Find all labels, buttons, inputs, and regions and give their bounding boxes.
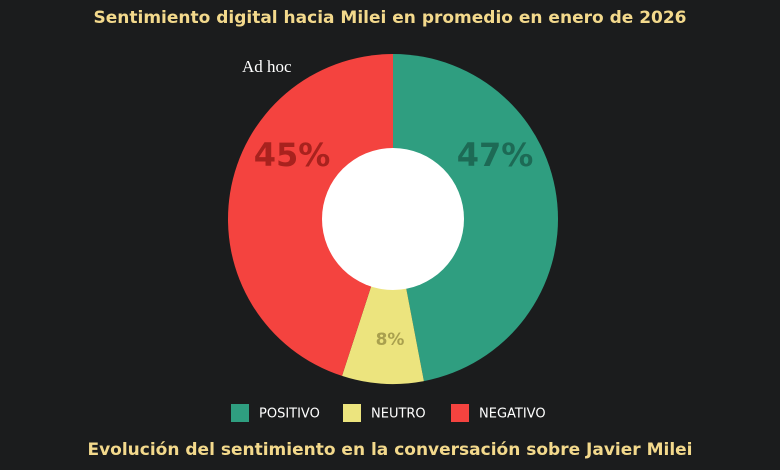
legend-label: NEUTRO xyxy=(371,407,426,422)
value-label: 8% xyxy=(376,330,405,350)
chart-subtitle: Evolución del sentimiento en la conversa… xyxy=(87,440,692,460)
value-label: 47% xyxy=(457,136,534,174)
legend-label: NEGATIVO xyxy=(479,407,546,422)
slice xyxy=(228,54,393,376)
legend-label: POSITIVO xyxy=(259,407,320,422)
value-label: 45% xyxy=(254,136,331,174)
legend-swatch xyxy=(451,404,469,422)
donut-hole xyxy=(322,148,464,290)
slice xyxy=(342,219,424,384)
legend-swatch xyxy=(231,404,249,422)
brand: Ad hoc xyxy=(242,57,292,76)
slice xyxy=(393,54,558,382)
chart-title: Sentimiento digital hacia Milei en prome… xyxy=(93,8,686,28)
legend-swatch xyxy=(343,404,361,422)
